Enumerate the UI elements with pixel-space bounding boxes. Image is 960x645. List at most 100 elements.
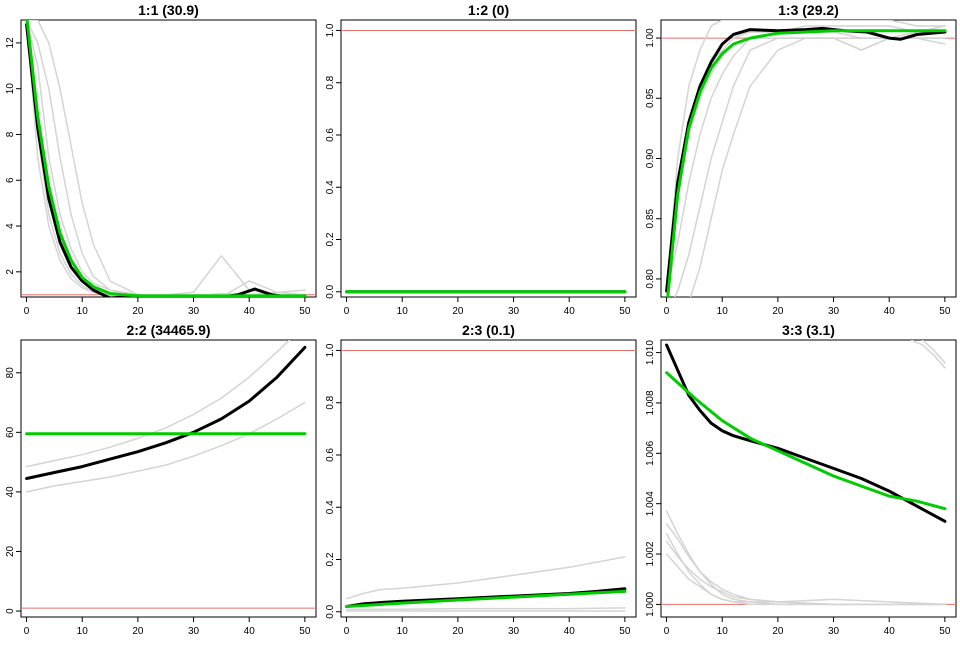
y-tick-label: 1.0 (325, 23, 336, 37)
x-tick-label: 30 (508, 306, 520, 317)
x-tick-label: 50 (939, 626, 951, 637)
y-tick-label: 1.000 (645, 591, 656, 616)
x-tick-label: 50 (619, 306, 631, 317)
plot-area (21, 340, 316, 609)
x-tick-label: 10 (77, 626, 89, 637)
background-series-line (665, 20, 946, 292)
x-tick-label: 40 (884, 306, 896, 317)
y-tick-label: 1.010 (645, 340, 656, 365)
fit-series-line (25, 20, 307, 297)
y-tick-label: 1.00 (645, 28, 656, 48)
y-tick-label: 80 (5, 367, 16, 379)
y-tick-label: 6 (5, 177, 16, 183)
x-tick-label: 20 (132, 626, 144, 637)
main-series-line (665, 26, 947, 293)
x-tick-label: 10 (717, 626, 729, 637)
y-tick-label: 1.0 (325, 343, 336, 357)
panel-title: 1:3 (29.2) (778, 2, 839, 18)
y-tick-label: 2 (5, 269, 16, 275)
main-series-line (25, 345, 307, 480)
background-series-line (689, 37, 946, 297)
x-tick-label: 50 (299, 626, 311, 637)
plot-frame (660, 339, 957, 618)
main-series-line (665, 343, 947, 523)
background-series-line (665, 533, 946, 606)
y-tick-label: 8 (5, 131, 16, 137)
plot-frame (660, 19, 957, 298)
x-tick-label: 0 (24, 306, 30, 317)
background-series-line (921, 340, 946, 364)
x-tick-label: 20 (772, 626, 784, 637)
x-tick-label: 40 (564, 626, 576, 637)
y-tick-label: 20 (5, 545, 16, 557)
panel-title: 1:1 (30.9) (138, 2, 199, 18)
y-tick-label: 1.008 (645, 390, 656, 415)
y-tick-label: 12 (5, 37, 16, 49)
x-tick-label: 30 (828, 306, 840, 317)
x-tick-label: 50 (619, 626, 631, 637)
panel-6: 0 10 20 30 40 50 1.000 1.002 1.004 1.006 1.008 1.01… (645, 322, 957, 637)
y-tick-label: 0.8 (325, 395, 336, 409)
x-tick-label: 20 (132, 306, 144, 317)
y-tick-label: 0.80 (645, 269, 656, 289)
x-tick-label: 30 (188, 626, 200, 637)
background-series-line (345, 607, 626, 610)
x-tick-label: 0 (24, 626, 30, 637)
x-tick-label: 50 (299, 306, 311, 317)
background-series-line (25, 20, 306, 297)
background-series-line (25, 340, 291, 468)
x-tick-label: 20 (452, 306, 464, 317)
plot-frame (340, 339, 637, 618)
x-tick-label: 30 (508, 626, 520, 637)
x-tick-label: 40 (244, 626, 256, 637)
y-tick-label: 0.6 (325, 448, 336, 462)
x-tick-label: 50 (939, 306, 951, 317)
x-tick-label: 0 (344, 306, 350, 317)
y-tick-label: 0.0 (325, 284, 336, 298)
x-tick-label: 0 (664, 626, 670, 637)
fit-series-line (345, 589, 627, 608)
y-tick-label: 60 (5, 426, 16, 438)
background-series-line (665, 540, 946, 606)
x-tick-label: 30 (828, 626, 840, 637)
y-tick-label: 0.95 (645, 88, 656, 108)
x-tick-label: 40 (884, 626, 896, 637)
y-tick-label: 0.85 (645, 209, 656, 229)
x-tick-label: 40 (244, 306, 256, 317)
x-tick-label: 10 (397, 306, 409, 317)
y-tick-label: 1.002 (645, 541, 656, 566)
x-tick-label: 40 (564, 306, 576, 317)
background-series-line (665, 553, 946, 606)
plot-area (21, 20, 316, 297)
panel-title: 3:3 (3.1) (782, 322, 835, 338)
panel-5: 0 10 20 30 40 50 0.0 0.2 0.4 0.6 0.8 1.0 2:3 (0.1) (325, 322, 637, 637)
y-tick-label: 0.90 (645, 148, 656, 168)
x-tick-label: 10 (77, 306, 89, 317)
x-tick-label: 0 (664, 306, 670, 317)
y-tick-label: 0.0 (325, 604, 336, 618)
plot-area (661, 340, 956, 606)
y-tick-label: 10 (5, 83, 16, 95)
panel-4: 0 10 20 30 40 50 0 20 40 60 80 2:2 (34465.9) (5, 322, 317, 637)
y-tick-label: 0 (5, 608, 16, 614)
y-tick-label: 4 (5, 223, 16, 229)
main-series-line (25, 23, 307, 297)
plot-frame (20, 339, 317, 618)
y-tick-label: 0.2 (325, 232, 336, 246)
plot-frame (340, 19, 637, 298)
background-series-line (910, 340, 946, 369)
panel-title: 2:3 (0.1) (462, 322, 515, 338)
plot-area (341, 29, 636, 294)
y-tick-label: 0.6 (325, 128, 336, 142)
y-tick-label: 0.8 (325, 75, 336, 89)
x-tick-label: 10 (397, 626, 409, 637)
background-series-line (665, 510, 946, 606)
background-series-line (25, 401, 306, 493)
panel-title: 1:2 (0) (468, 2, 509, 18)
y-tick-label: 0.4 (325, 180, 336, 194)
panel-3: 0 10 20 30 40 50 0.80 0.85 0.90 0.95 1.00 1:3 (29.2… (645, 2, 957, 317)
background-series-line (345, 556, 626, 600)
plot-area (341, 349, 636, 612)
